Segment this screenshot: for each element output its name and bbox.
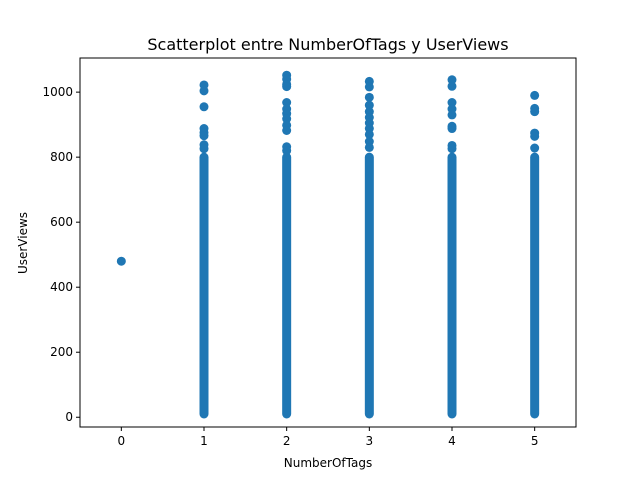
plot-frame bbox=[79, 57, 577, 428]
scatter-point bbox=[447, 110, 457, 120]
x-tick-label: 5 bbox=[531, 434, 539, 448]
y-tick-label: 1000 bbox=[42, 85, 73, 99]
x-tick-label: 1 bbox=[200, 434, 208, 448]
x-tick-label: 3 bbox=[366, 434, 374, 448]
chart-title: Scatterplot entre NumberOfTags y UserVie… bbox=[147, 35, 508, 54]
x-axis-ticks: 0 1 2 3 4 5 bbox=[118, 427, 539, 448]
scatter-point bbox=[530, 131, 540, 141]
y-tick-label: 800 bbox=[50, 150, 73, 164]
y-tick-label: 600 bbox=[50, 215, 73, 229]
scatter-point bbox=[530, 90, 540, 100]
scatter-point bbox=[364, 92, 374, 102]
x-tick-label: 2 bbox=[283, 434, 291, 448]
scatter-point bbox=[364, 100, 374, 110]
x-tick-label: 0 bbox=[118, 434, 126, 448]
scatter-point bbox=[199, 131, 209, 141]
y-axis-ticks: 0 200 400 600 800 1000 bbox=[42, 85, 80, 424]
scatter-point bbox=[282, 125, 292, 135]
scatter-point bbox=[282, 82, 292, 92]
y-axis-label: UserViews bbox=[16, 212, 30, 274]
scatter-point bbox=[199, 102, 209, 112]
scatter-point bbox=[530, 143, 540, 153]
scatter-point bbox=[530, 107, 540, 117]
scatter-point bbox=[282, 114, 292, 124]
x-tick-label: 4 bbox=[448, 434, 456, 448]
scatter-point bbox=[116, 256, 126, 266]
x-axis-label: NumberOfTags bbox=[284, 456, 372, 470]
scatter-point bbox=[447, 81, 457, 91]
scatter-point bbox=[364, 129, 374, 139]
scatter-point bbox=[447, 124, 457, 134]
y-tick-label: 400 bbox=[50, 280, 73, 294]
scatter-point bbox=[364, 82, 374, 92]
scatter-point bbox=[364, 142, 374, 152]
data-points bbox=[116, 70, 540, 419]
scatter-point bbox=[199, 144, 209, 154]
scatter-point bbox=[447, 144, 457, 154]
scatter-point bbox=[447, 75, 457, 85]
y-tick-label: 200 bbox=[50, 345, 73, 359]
y-tick-label: 0 bbox=[65, 410, 73, 424]
scatter-point bbox=[447, 98, 457, 108]
scatter-point bbox=[282, 146, 292, 156]
scatter-point bbox=[282, 98, 292, 108]
scatter-point bbox=[199, 86, 209, 96]
